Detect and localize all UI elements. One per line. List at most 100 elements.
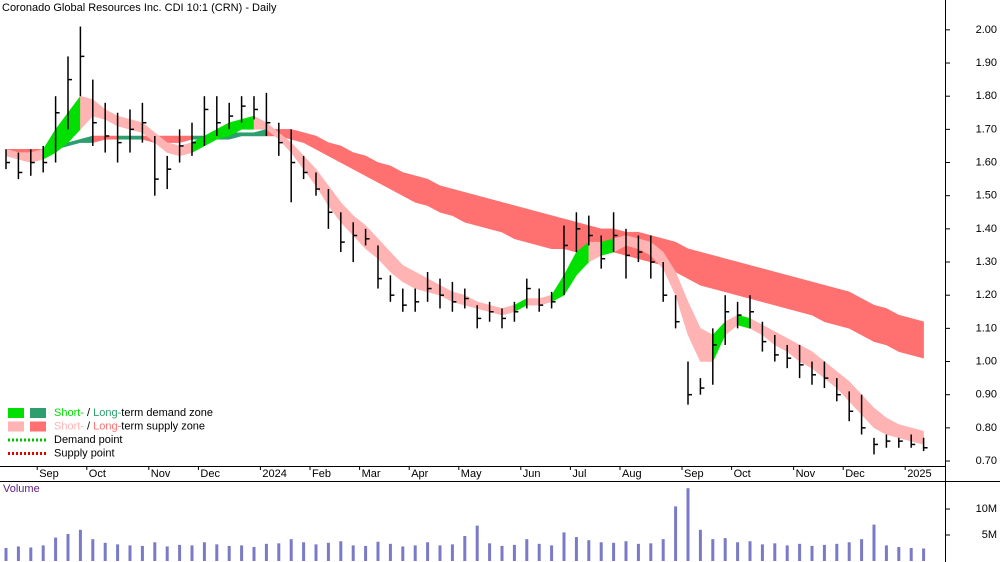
y-tick-label: 5M <box>982 529 997 541</box>
legend-text-part: Long- <box>93 407 121 419</box>
volume-bar <box>562 532 566 561</box>
zone-segment <box>774 271 788 309</box>
volume-bar <box>103 542 107 561</box>
volume-bar <box>847 542 851 561</box>
chart-title: Coronado Global Resources Inc. CDI 10:1 … <box>2 2 277 14</box>
volume-bar <box>66 533 70 561</box>
volume-bar <box>884 545 888 561</box>
legend-label: Demand point <box>54 434 123 446</box>
volume-bar <box>165 546 169 561</box>
zone-segment <box>811 281 825 323</box>
legend-text-part: Short- <box>54 407 84 419</box>
zone-segment <box>737 261 751 299</box>
zone-segment <box>551 215 565 250</box>
legend-swatch <box>8 421 24 432</box>
volume-bar <box>438 545 442 561</box>
zone-segment <box>514 205 528 243</box>
volume-bar <box>178 544 182 561</box>
volume-bar <box>140 545 144 561</box>
y-tick-label: 1.70 <box>976 123 997 135</box>
volume-bar <box>16 546 20 561</box>
x-tick-label: 2024 <box>262 468 286 480</box>
volume-bar <box>116 544 120 561</box>
volume-bar <box>91 539 95 561</box>
volume-bar <box>674 506 678 561</box>
y-tick-label: 1.60 <box>976 156 997 168</box>
zone-segment <box>861 298 875 343</box>
y-tick-label: 0.90 <box>976 389 997 401</box>
volume-bar <box>215 544 219 561</box>
x-tick-label: Nov <box>151 468 171 480</box>
volume-bar <box>153 542 157 561</box>
x-tick-label: Nov <box>796 468 816 480</box>
zone-segment <box>166 135 180 143</box>
x-tick-label: Mar <box>362 468 381 480</box>
volume-bar <box>760 544 764 561</box>
zone-segment <box>749 265 763 303</box>
x-tick-label: Feb <box>312 468 331 480</box>
volume-bar <box>686 488 690 561</box>
volume-bar <box>649 543 653 561</box>
zone-segment <box>848 291 862 336</box>
volume-bar <box>537 543 541 561</box>
volume-bar <box>922 548 926 561</box>
volume-bar <box>413 545 417 561</box>
y-tick-label: 0.80 <box>976 422 997 434</box>
zone-segment <box>241 132 255 137</box>
zone-segment <box>700 251 714 289</box>
volume-bar <box>240 545 244 561</box>
volume-bar <box>326 542 330 561</box>
x-tick-label: 2025 <box>907 468 931 480</box>
volume-bar <box>748 541 752 561</box>
y-tick-label: 10M <box>976 503 997 515</box>
y-tick-label: 1.00 <box>976 355 997 367</box>
y-tick-label: 1.10 <box>976 322 997 334</box>
volume-bar <box>872 524 876 561</box>
volume-bar <box>587 540 591 561</box>
volume-bar <box>4 548 8 561</box>
legend-text-part: Short- <box>54 420 84 432</box>
volume-bar <box>289 539 293 561</box>
x-tick-label: Jul <box>572 468 586 480</box>
volume-bar <box>475 525 479 561</box>
volume-bar <box>463 536 467 561</box>
zone-segment <box>724 258 738 296</box>
volume-bar <box>860 539 864 561</box>
volume-title: Volume <box>3 483 40 495</box>
volume-bar <box>29 547 33 561</box>
zone-segment <box>762 268 776 306</box>
zone-segment <box>712 255 726 293</box>
zone-segment <box>675 241 689 280</box>
y-tick-label: 0.70 <box>976 455 997 467</box>
x-tick-label: Jun <box>523 468 541 480</box>
volume-bar <box>339 541 343 561</box>
legend-text-part: term supply zone <box>121 420 205 432</box>
volume-bar <box>376 541 380 561</box>
volume-bar <box>723 538 727 561</box>
legend-swatch <box>30 408 46 418</box>
y-tick-label: 2.00 <box>976 24 997 36</box>
x-tick-label: Sep <box>39 468 59 480</box>
volume-bar <box>351 545 355 561</box>
volume-bar <box>773 543 777 561</box>
volume-bar <box>314 544 318 561</box>
volume-bar <box>78 529 82 561</box>
volume-bar <box>54 537 58 561</box>
zone-segment <box>414 175 428 206</box>
volume-bar <box>41 545 45 561</box>
volume-bar <box>636 543 640 561</box>
x-tick-label: Sep <box>684 468 704 480</box>
legend-text-part: / <box>84 420 93 432</box>
volume-bar <box>302 542 306 561</box>
y-tick-label: 1.90 <box>976 57 997 69</box>
volume-bar <box>698 529 702 561</box>
volume-bar <box>810 545 814 561</box>
volume-bar <box>364 545 368 561</box>
y-tick-label: 1.50 <box>976 190 997 202</box>
volume-bar <box>599 542 603 561</box>
volume-bar <box>785 545 789 561</box>
legend-label: Short- / Long-term demand zone <box>54 407 213 419</box>
zone-segment <box>873 304 887 346</box>
